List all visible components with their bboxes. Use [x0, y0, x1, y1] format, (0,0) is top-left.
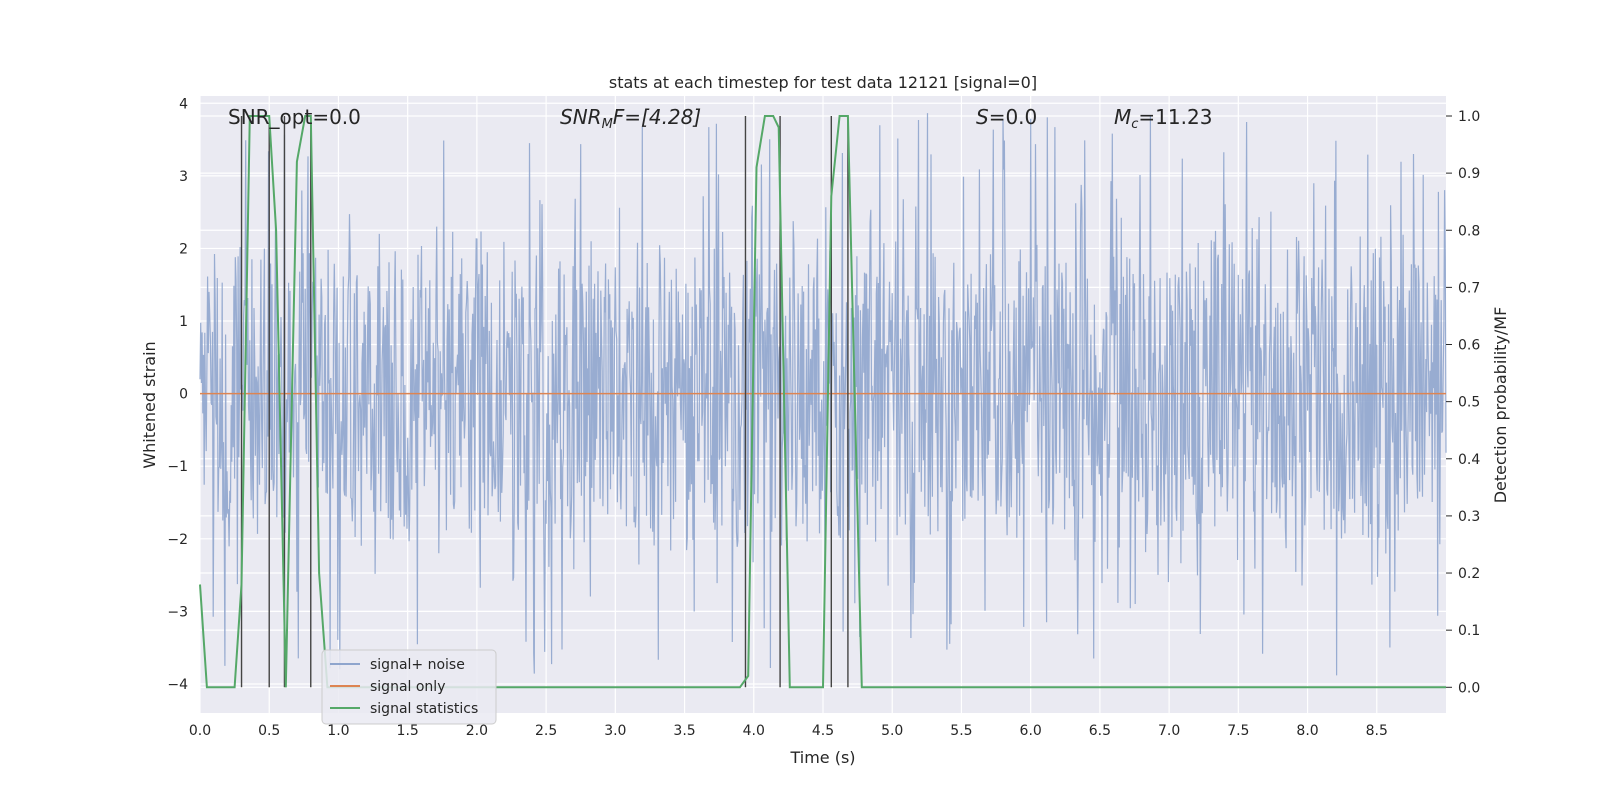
x-tick-label: 3.0	[604, 723, 626, 739]
legend-label-statistics: signal statistics	[370, 701, 478, 717]
right-y-axis-label: Detection probability/MF	[1491, 307, 1510, 504]
snr-mf-annotation: SNRMF=[4.28]	[560, 105, 701, 132]
x-tick-label: 7.5	[1227, 723, 1249, 739]
s-rest: =0.0	[989, 105, 1038, 129]
x-tick-label: 7.0	[1158, 723, 1180, 739]
s-annotation: S=0.0	[976, 105, 1037, 129]
right-y-tick-label: 1.0	[1458, 109, 1480, 125]
x-tick-label: 8.0	[1296, 723, 1318, 739]
x-tick-label: 2.5	[535, 723, 557, 739]
x-tick-label: 4.0	[743, 723, 765, 739]
x-tick-label: 6.0	[1020, 723, 1042, 739]
right-y-tick-label: 0.7	[1458, 280, 1480, 296]
x-tick-label: 6.5	[1089, 723, 1111, 739]
left-y-tick-label: −3	[167, 604, 188, 620]
x-tick-label: 8.5	[1366, 723, 1388, 739]
mc-var: M	[1114, 105, 1131, 129]
right-y-tick-label: 0.0	[1458, 680, 1480, 696]
snr-mf-base: SNR	[560, 105, 602, 129]
x-tick-label: 5.0	[881, 723, 903, 739]
x-tick-label: 1.0	[327, 723, 349, 739]
x-axis-ticks: 0.0 0.5 1.0 1.5 2.0 2.5 3.0 3.5 4.0 4.5 5.0 5.5 6.0 6…	[189, 723, 1388, 739]
right-y-tick-label: 0.4	[1458, 452, 1480, 468]
right-y-axis-ticks: 1.0 0.9 0.8 0.7 0.6 0.5 0.4 0.3 0.2 0.1 0.0	[1446, 109, 1480, 696]
x-tick-label: 3.5	[673, 723, 695, 739]
right-y-tick-label: 0.9	[1458, 166, 1480, 182]
right-y-tick-label: 0.6	[1458, 338, 1480, 354]
x-tick-label: 2.0	[466, 723, 488, 739]
left-y-tick-label: −4	[167, 677, 188, 693]
signal-statistics-series	[199, 115, 1446, 689]
legend-box	[321, 649, 497, 725]
x-tick-label: 0.5	[258, 723, 280, 739]
snr-opt-annotation: SNR_opt=0.0	[228, 105, 361, 129]
left-y-tick-label: 0	[179, 387, 188, 403]
mc-rest: =11.23	[1138, 105, 1212, 129]
left-y-tick-label: −1	[167, 459, 188, 475]
signal-noise-series	[199, 113, 1447, 676]
left-y-tick-label: −2	[167, 532, 188, 548]
x-axis-label: Time (s)	[789, 748, 855, 767]
left-y-axis-ticks: 4 3 2 1 0 −1 −2 −3 −4	[167, 96, 188, 693]
signal-noise-line	[199, 113, 1447, 676]
right-y-tick-label: 0.3	[1458, 509, 1480, 525]
left-y-tick-label: 2	[179, 241, 188, 257]
right-y-tick-label: 0.5	[1458, 395, 1480, 411]
legend-label-noise: signal+ noise	[370, 657, 465, 673]
x-tick-label: 1.5	[397, 723, 419, 739]
right-y-tick-label: 0.2	[1458, 566, 1480, 582]
s-var: S	[976, 105, 989, 129]
x-tick-label: 5.5	[950, 723, 972, 739]
mc-annotation: Mc=11.23	[1114, 105, 1212, 132]
right-y-tick-label: 0.8	[1458, 223, 1480, 239]
signal-statistics-line	[199, 115, 1446, 689]
chart-title: stats at each timestep for test data 121…	[609, 73, 1037, 92]
left-y-axis-label: Whitened strain	[140, 341, 159, 468]
x-tick-label: 0.0	[189, 723, 211, 739]
x-tick-label: 4.5	[812, 723, 834, 739]
snr-mf-rest: F=[4.28]	[613, 105, 701, 129]
legend-label-signal-only: signal only	[370, 679, 445, 695]
right-y-tick-label: 0.1	[1458, 623, 1480, 639]
legend: signal+ noise signal only signal statist…	[321, 649, 497, 725]
left-y-tick-label: 3	[179, 169, 188, 185]
left-y-tick-label: 4	[179, 96, 188, 112]
mc-subscript: c	[1131, 117, 1138, 132]
left-y-tick-label: 1	[179, 314, 188, 330]
snr-mf-subscript: M	[602, 117, 613, 132]
